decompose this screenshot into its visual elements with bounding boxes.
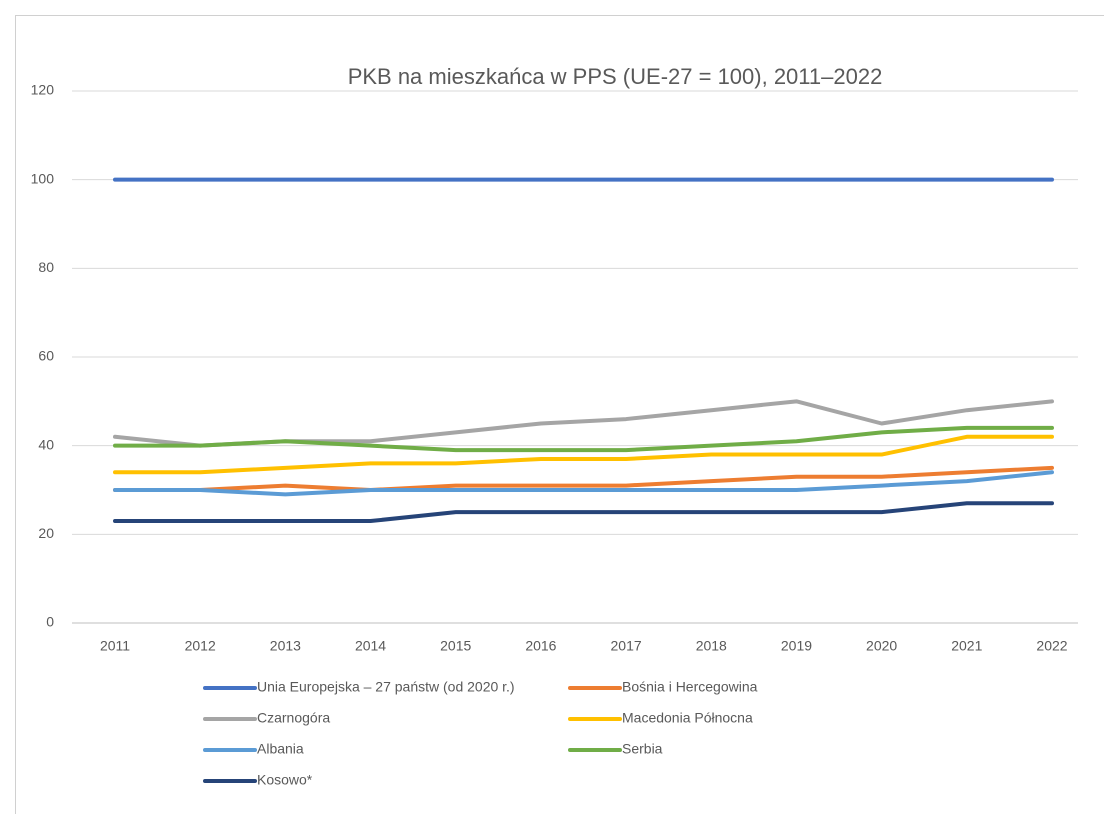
- x-tick-label: 2021: [951, 638, 982, 654]
- series-line: [113, 470, 1054, 497]
- x-tick-label: 2014: [355, 638, 386, 654]
- x-tick-label: 2017: [611, 638, 642, 654]
- x-tick-label: 2015: [440, 638, 471, 654]
- chart-border: [15, 15, 1104, 814]
- y-tick-label: 120: [31, 82, 55, 98]
- series-line: [113, 501, 1054, 524]
- chart-title: PKB na mieszkańca w PPS (UE-27 = 100), 2…: [348, 64, 883, 89]
- y-tick-label: 0: [46, 614, 54, 630]
- series-line: [113, 425, 1054, 453]
- legend-label: Serbia: [622, 741, 663, 757]
- legend-label: Unia Europejska – 27 państw (od 2020 r.): [257, 679, 515, 695]
- x-tick-label: 2018: [696, 638, 727, 654]
- x-tick-label: 2019: [781, 638, 812, 654]
- x-tick-label: 2016: [525, 638, 556, 654]
- series-line: [113, 434, 1054, 475]
- y-tick-label: 60: [38, 348, 54, 364]
- x-tick-label: 2013: [270, 638, 301, 654]
- legend-label: Bośnia i Hercegowina: [622, 679, 758, 695]
- legend-label: Kosowo*: [257, 772, 313, 788]
- series-line: [113, 399, 1054, 448]
- y-tick-label: 100: [31, 170, 55, 186]
- y-tick-label: 20: [38, 525, 54, 541]
- legend-label: Albania: [257, 741, 304, 757]
- legend-label: Czarnogóra: [257, 710, 330, 726]
- y-tick-label: 80: [38, 259, 54, 275]
- x-tick-label: 2020: [866, 638, 897, 654]
- series-line: [113, 465, 1054, 492]
- x-tick-label: 2011: [100, 638, 130, 654]
- x-tick-label: 2022: [1036, 638, 1067, 654]
- x-tick-label: 2012: [185, 638, 216, 654]
- legend-label: Macedonia Północna: [622, 710, 753, 726]
- y-tick-label: 40: [38, 436, 54, 452]
